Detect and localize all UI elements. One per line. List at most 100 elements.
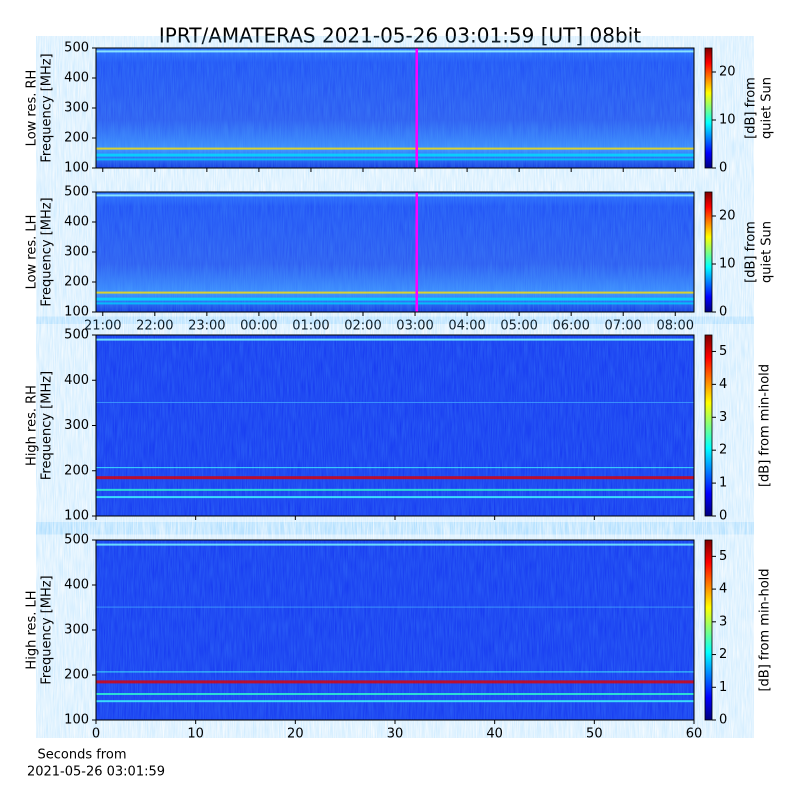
colorbar-tick-label: 10 xyxy=(719,113,736,128)
colorbar-tick-label: 1 xyxy=(719,680,727,695)
spectrogram-band xyxy=(96,147,694,150)
y-tick-label: 300 xyxy=(64,418,89,433)
y-axis-label: Low res. LH xyxy=(25,215,40,290)
colorbar-label: [dB] from min-hold xyxy=(758,364,773,487)
x-tick-label: 60 xyxy=(686,727,703,742)
x-tick-label: 20 xyxy=(287,727,304,742)
colorbar xyxy=(704,47,713,169)
x-tick-label: 10 xyxy=(187,727,204,742)
colorbar-tick-label: 4 xyxy=(719,582,727,597)
colorbar-tick-label: 0 xyxy=(719,161,727,176)
x-tick-label: 04:00 xyxy=(448,319,485,334)
spectrogram-noise xyxy=(96,540,694,720)
x-tick-label: 06:00 xyxy=(552,319,589,334)
x-tick-label: 22:00 xyxy=(136,319,173,334)
colorbar-label: quiet Sun xyxy=(760,77,775,139)
colorbar-tick-label: 2 xyxy=(719,443,727,458)
x-tick-label: 30 xyxy=(387,727,404,742)
colorbar xyxy=(704,334,713,517)
x-tick-label: 40 xyxy=(486,727,503,742)
x-axis-label: 2021-05-26 03:01:59 xyxy=(27,765,165,780)
y-axis-label: Frequency [MHz] xyxy=(40,197,55,306)
spectrogram-band xyxy=(96,467,694,469)
spectrogram-band xyxy=(96,671,694,673)
colorbar-tick-label: 0 xyxy=(719,305,727,320)
spectrogram-band xyxy=(96,496,694,499)
y-tick-label: 400 xyxy=(64,578,89,593)
x-tick-label: 07:00 xyxy=(604,319,641,334)
y-axis-label: High res. RH xyxy=(25,385,40,466)
colorbar-tick-label: 0 xyxy=(719,509,727,524)
colorbar-label: [dB] from xyxy=(744,77,759,139)
x-tick-label: 01:00 xyxy=(292,319,329,334)
spectrogram-band xyxy=(96,194,694,197)
colorbar-tick-label: 3 xyxy=(719,410,727,425)
figure-title: IPRT/AMATERAS 2021-05-26 03:01:59 [UT] 0… xyxy=(159,24,641,48)
spectrogram-band xyxy=(96,543,694,546)
x-tick-label: 03:00 xyxy=(396,319,433,334)
y-tick-label: 100 xyxy=(64,305,89,320)
y-axis-label: Low res. RH xyxy=(25,70,40,147)
colorbar xyxy=(704,191,713,313)
spectrogram-band xyxy=(96,302,694,305)
colorbar-tick-label: 5 xyxy=(719,344,727,359)
y-tick-label: 400 xyxy=(64,215,89,230)
spectrogram-band xyxy=(96,680,694,684)
y-tick-label: 500 xyxy=(64,533,89,548)
y-tick-label: 200 xyxy=(64,131,89,146)
y-tick-label: 300 xyxy=(64,623,89,638)
colorbar xyxy=(704,539,713,721)
colorbar-tick-label: 1 xyxy=(719,476,727,491)
spectrogram-band xyxy=(96,297,694,301)
y-axis-label: Frequency [MHz] xyxy=(40,53,55,162)
spectrogram-band xyxy=(96,488,694,491)
y-tick-label: 200 xyxy=(64,275,89,290)
x-tick-label: 21:00 xyxy=(84,319,121,334)
y-tick-label: 200 xyxy=(64,668,89,683)
spectrogram-band xyxy=(96,700,694,703)
colorbar-tick-label: 2 xyxy=(719,647,727,662)
spectrogram-band xyxy=(96,50,694,53)
y-tick-label: 500 xyxy=(64,41,89,56)
spectrogram-noise xyxy=(96,335,694,516)
spectrogram-noise xyxy=(96,48,694,168)
spectrogram-noise xyxy=(96,192,694,312)
y-tick-label: 500 xyxy=(64,185,89,200)
y-tick-label: 200 xyxy=(64,463,89,478)
spectrogram-band xyxy=(96,693,694,695)
y-tick-label: 100 xyxy=(64,713,89,728)
spectrogram-band xyxy=(96,606,694,608)
x-tick-label: 50 xyxy=(586,727,603,742)
y-tick-label: 100 xyxy=(64,509,89,524)
x-tick-label: 0 xyxy=(92,727,100,742)
colorbar-tick-label: 20 xyxy=(719,209,736,224)
spectrogram-band xyxy=(96,291,694,294)
x-tick-label: 05:00 xyxy=(500,319,537,334)
y-axis-label: Frequency [MHz] xyxy=(40,371,55,480)
x-axis-label: Seconds from xyxy=(37,748,126,763)
colorbar-label: quiet Sun xyxy=(760,221,775,283)
colorbar-tick-label: 20 xyxy=(719,65,736,80)
spectrogram-band xyxy=(96,338,694,341)
colorbar-tick-label: 5 xyxy=(719,549,727,564)
x-tick-label: 08:00 xyxy=(657,319,694,334)
x-tick-label: 00:00 xyxy=(240,319,277,334)
x-tick-label: 23:00 xyxy=(188,319,225,334)
y-tick-label: 300 xyxy=(64,101,89,116)
y-axis-label: Frequency [MHz] xyxy=(40,575,55,684)
y-tick-label: 400 xyxy=(64,71,89,86)
spectrogram-band xyxy=(96,476,694,480)
colorbar-tick-label: 0 xyxy=(719,713,727,728)
colorbar-label: [dB] from xyxy=(744,221,759,283)
y-tick-label: 500 xyxy=(64,328,89,343)
y-tick-label: 300 xyxy=(64,245,89,260)
colorbar-tick-label: 4 xyxy=(719,377,727,392)
spectrogram-band xyxy=(96,401,694,403)
y-axis-label: High res. LH xyxy=(25,590,40,669)
y-tick-label: 400 xyxy=(64,373,89,388)
spectrogram-band xyxy=(96,158,694,161)
y-tick-label: 100 xyxy=(64,161,89,176)
colorbar-tick-label: 3 xyxy=(719,614,727,629)
colorbar-tick-label: 10 xyxy=(719,257,736,272)
